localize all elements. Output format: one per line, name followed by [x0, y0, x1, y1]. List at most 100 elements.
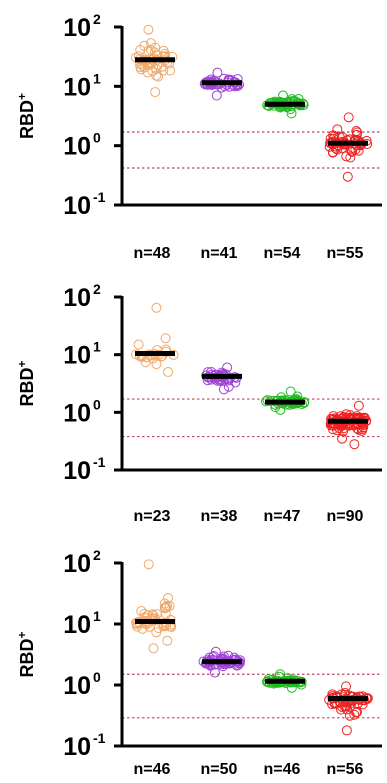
- x-tick-label: n=46: [134, 761, 171, 778]
- x-tick-label: n=46: [264, 761, 301, 778]
- x-tick-label: n=50: [201, 761, 238, 778]
- y-axis-label-text: RBD: [17, 100, 37, 139]
- y-tick-label-3: 10: [63, 399, 91, 427]
- data-point: [343, 112, 354, 123]
- data-point: [163, 367, 174, 378]
- data-point: [349, 439, 360, 450]
- data-point: [162, 635, 173, 646]
- y-tick-label-exponent-3: 0: [93, 130, 101, 146]
- y-tick-label-base: 10: [63, 14, 91, 42]
- data-point: [211, 90, 222, 101]
- data-point: [161, 609, 172, 620]
- data-point: [147, 609, 158, 620]
- y-tick-label-exponent-1: 2: [93, 281, 101, 297]
- y-tick-label-1: 10: [63, 14, 91, 42]
- data-point: [163, 592, 174, 603]
- data-point: [133, 339, 144, 350]
- y-tick-label-1: 10: [63, 550, 91, 578]
- data-point: [328, 130, 339, 141]
- data-point: [153, 71, 164, 82]
- x-tick-label: n=23: [134, 508, 171, 525]
- y-tick-label-base: 10: [63, 192, 91, 220]
- data-point: [135, 44, 146, 55]
- group-4: n=90: [325, 400, 372, 525]
- y-axis-label-text: RBD: [17, 368, 37, 407]
- data-point: [143, 24, 154, 35]
- data-point: [353, 400, 364, 411]
- data-point: [158, 45, 169, 56]
- y-tick-label-4: 10: [63, 457, 91, 485]
- data-point: [160, 333, 171, 344]
- data-point: [162, 600, 173, 611]
- data-point: [137, 623, 148, 634]
- y-tick-label-exponent-4: -1: [93, 454, 106, 470]
- group-3: n=46: [262, 669, 307, 778]
- y-axis-label: RBD+: [15, 360, 37, 406]
- group-1: n=48: [130, 24, 178, 262]
- y-tick-label-base: 10: [63, 733, 91, 761]
- x-tick-label: n=47: [264, 508, 301, 525]
- group-3: n=54: [262, 90, 309, 262]
- data-point: [151, 302, 162, 313]
- group-1: n=46: [131, 559, 177, 778]
- data-point: [349, 709, 360, 720]
- x-tick-label: n=38: [201, 508, 238, 525]
- data-point: [160, 602, 171, 613]
- y-tick-label-2: 10: [63, 611, 91, 639]
- data-point: [285, 386, 296, 397]
- y-tick-label-exponent-4: -1: [93, 730, 106, 746]
- y-tick-label-3: 10: [63, 133, 91, 161]
- data-point: [150, 87, 161, 98]
- x-tick-label: n=48: [134, 245, 171, 262]
- y-tick-label-1: 10: [63, 284, 91, 312]
- group-2: n=50: [198, 646, 246, 778]
- y-tick-label-exponent-4: -1: [93, 189, 106, 205]
- group-2: n=41: [199, 67, 244, 262]
- y-tick-label-exponent-3: 0: [93, 396, 101, 412]
- data-point: [327, 147, 338, 158]
- y-tick-label-base: 10: [63, 284, 91, 312]
- y-axis-label-text: RBD: [17, 639, 37, 678]
- y-axis-label: RBD+: [15, 93, 37, 139]
- data-point: [337, 433, 348, 444]
- y-tick-label-exponent-2: 1: [93, 339, 101, 355]
- x-tick-label: n=56: [327, 761, 364, 778]
- y-tick-label-4: 10: [63, 192, 91, 220]
- y-tick-label-base: 10: [63, 399, 91, 427]
- y-tick-label-4: 10: [63, 733, 91, 761]
- data-point: [342, 171, 353, 182]
- y-axis-label: RBD+: [15, 631, 37, 677]
- x-tick-label: n=41: [201, 245, 238, 262]
- y-tick-label-exponent-2: 1: [93, 608, 101, 624]
- group-4: n=55: [324, 112, 373, 262]
- data-point: [347, 146, 358, 157]
- x-tick-label: n=90: [327, 508, 364, 525]
- data-point: [148, 643, 159, 654]
- y-tick-label-base: 10: [63, 133, 91, 161]
- data-point: [341, 725, 352, 736]
- group-2: n=38: [201, 362, 242, 525]
- y-tick-label-exponent-1: 2: [93, 11, 101, 27]
- y-tick-label-base: 10: [63, 457, 91, 485]
- y-axis-label-superscript: +: [15, 93, 29, 100]
- y-tick-label-2: 10: [63, 73, 91, 101]
- group-3: n=47: [261, 386, 310, 525]
- y-tick-label-base: 10: [63, 550, 91, 578]
- y-tick-label-base: 10: [63, 672, 91, 700]
- y-tick-label-exponent-1: 2: [93, 547, 101, 563]
- group-1: n=23: [131, 302, 179, 525]
- x-tick-label: n=54: [264, 245, 301, 262]
- y-tick-label-3: 10: [63, 672, 91, 700]
- data-point: [345, 152, 356, 163]
- data-point: [352, 706, 363, 717]
- y-axis-label-superscript: +: [15, 360, 29, 367]
- y-tick-label-base: 10: [63, 73, 91, 101]
- x-tick-label: n=55: [327, 245, 364, 262]
- data-point: [351, 129, 362, 140]
- data-point: [210, 667, 221, 678]
- y-tick-label-exponent-3: 0: [93, 669, 101, 685]
